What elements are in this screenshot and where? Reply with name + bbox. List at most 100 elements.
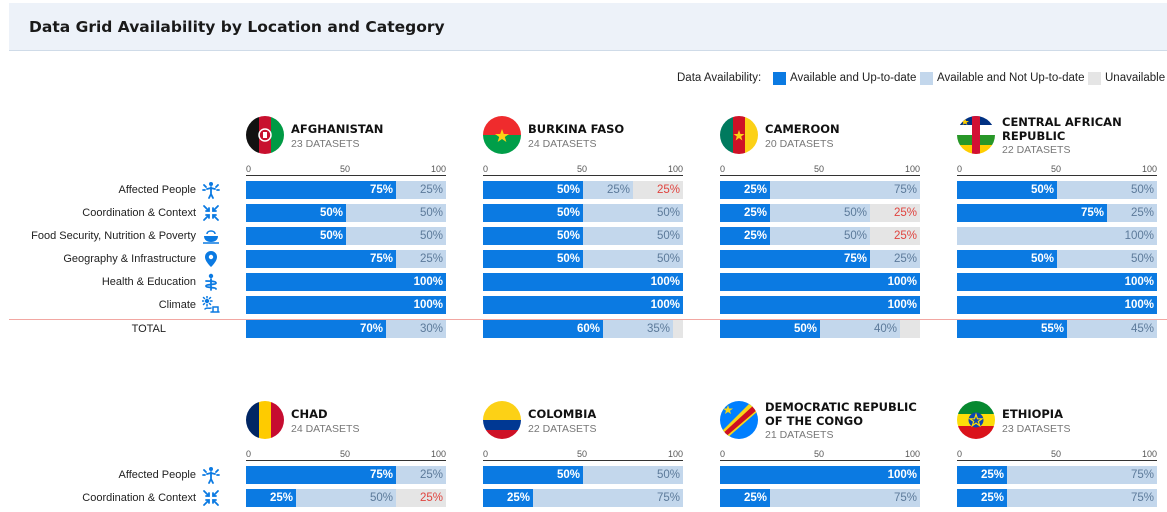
bar-segment-up: 55% [957, 320, 1067, 338]
bar-segment-nu: 50% [346, 227, 446, 245]
bar-cameroon-6: 50% 40% [720, 320, 920, 338]
x-tick-label: 0 [720, 449, 726, 459]
x-tick-label: 0 [246, 164, 252, 174]
dataset-count: 22 DATASETS [528, 422, 597, 435]
row-label-1: Coordination & Context [82, 492, 196, 504]
bar-democratic-republic-of-the-congo-1: 25% 75% [720, 489, 920, 507]
x-tick-label: 100 [430, 449, 446, 459]
x-tick-label: 50 [814, 164, 825, 174]
bar-segment-up: 75% [720, 250, 870, 268]
country-name: ETHIOPIA 23 DATASETS [1002, 407, 1162, 436]
flag-icon-burkina-faso [483, 116, 521, 154]
country-card-democratic-republic-of-the-congo: DEMOCRATIC REPUBLIC OF THE CONGO 21 DATAS… [720, 400, 920, 441]
row-label-0: Affected People [118, 469, 196, 481]
x-axis: 0 50 100 [957, 449, 1157, 461]
bar-burkina-faso-3: 50% 50% [483, 250, 683, 268]
bar-segment-up: 100% [246, 296, 446, 314]
legend-swatch-not-up [920, 72, 933, 85]
bar-segment-up: 100% [720, 296, 920, 314]
bar-cameroon-2: 25% 50% 25% [720, 227, 920, 245]
country-name: CENTRAL AFRICAN REPUBLIC 22 DATASETS [1002, 115, 1162, 158]
bar-burkina-faso-2: 50% 50% [483, 227, 683, 245]
bar-afghanistan-3: 75% 25% [246, 250, 446, 268]
bar-ethiopia-0: 25% 75% [957, 466, 1157, 484]
bar-colombia-1: 25% 75% [483, 489, 683, 507]
country-card-ethiopia: ETHIOPIA 23 DATASETS [957, 401, 1157, 441]
bar-segment-up: 50% [483, 181, 583, 199]
x-axis-line [720, 460, 920, 461]
country-name-text: CHAD [291, 407, 328, 421]
row-label-6: TOTAL [131, 323, 166, 335]
bar-segment-nu: 40% [820, 320, 900, 338]
x-axis-line [483, 460, 683, 461]
country-name-text: CAMEROON [765, 122, 840, 136]
bar-segment-nu: 50% [770, 227, 870, 245]
bar-segment-nu: 25% [870, 250, 920, 268]
x-tick-label: 100 [667, 164, 683, 174]
bar-segment-up: 75% [246, 466, 396, 484]
row-label-4: Health & Education [101, 276, 196, 288]
bar-chad-0: 75% 25% [246, 466, 446, 484]
x-tick-label: 0 [483, 164, 489, 174]
row-label-3: Geography & Infrastructure [63, 253, 196, 265]
bar-afghanistan-0: 75% 25% [246, 181, 446, 199]
bar-segment-nu: 50% [1057, 250, 1157, 268]
legend-swatch-up [773, 72, 786, 85]
bar-cameroon-1: 25% 50% 25% [720, 204, 920, 222]
bar-segment-up: 25% [720, 227, 770, 245]
country-name: CHAD 24 DATASETS [291, 407, 451, 436]
bar-segment-up: 25% [720, 181, 770, 199]
bar-cameroon-5: 100% [720, 296, 920, 314]
bar-segment-up: 50% [483, 204, 583, 222]
legend-item-up: Available and Up-to-date [790, 72, 917, 84]
bar-segment-up: 25% [246, 489, 296, 507]
x-tick-label: 0 [246, 449, 252, 459]
x-axis: 0 50 100 [483, 164, 683, 176]
bar-segment-up: 100% [483, 273, 683, 291]
health-icon [202, 273, 220, 291]
bar-segment-nu: 25% [583, 181, 633, 199]
bar-afghanistan-5: 100% [246, 296, 446, 314]
bar-central-african-republic-2: 100% [957, 227, 1157, 245]
climate-icon [201, 295, 220, 314]
bar-segment-nu: 50% [583, 204, 683, 222]
bar-segment-nu: 45% [1067, 320, 1157, 338]
bar-colombia-0: 50% 50% [483, 466, 683, 484]
bar-segment-up: 50% [246, 204, 346, 222]
x-axis: 0 50 100 [246, 449, 446, 461]
x-tick-label: 0 [957, 164, 963, 174]
country-card-colombia: COLOMBIA 22 DATASETS [483, 401, 683, 441]
dataset-count: 21 DATASETS [765, 429, 834, 441]
bar-segment-nu: 30% [386, 320, 446, 338]
bar-segment-up: 100% [957, 273, 1157, 291]
bar-burkina-faso-6: 60% 35% [483, 320, 683, 338]
country-name-text: CENTRAL AFRICAN REPUBLIC [1002, 115, 1122, 143]
dataset-count: 24 DATASETS [528, 137, 597, 150]
bar-cameroon-3: 75% 25% [720, 250, 920, 268]
bar-segment-nu: 50% [1057, 181, 1157, 199]
location-pin-icon [202, 250, 220, 268]
person-icon [202, 466, 220, 484]
bar-segment-nu: 75% [1007, 466, 1157, 484]
flag-icon-chad [246, 401, 284, 439]
x-tick-label: 50 [340, 449, 351, 459]
bar-segment-nu: 50% [583, 227, 683, 245]
bar-segment-up: 25% [720, 204, 770, 222]
dataset-count: 22 DATASETS [1002, 144, 1071, 156]
bar-central-african-republic-5: 100% [957, 296, 1157, 314]
flag-icon-afghanistan [246, 116, 284, 154]
x-tick-label: 100 [904, 164, 920, 174]
bar-segment-up: 75% [957, 204, 1107, 222]
bar-central-african-republic-1: 75% 25% [957, 204, 1157, 222]
x-tick-label: 100 [904, 449, 920, 459]
x-tick-label: 100 [1141, 449, 1157, 459]
flag-icon-colombia [483, 401, 521, 439]
bar-segment-up: 50% [957, 250, 1057, 268]
bar-chad-1: 25% 50% 25% [246, 489, 446, 507]
bar-segment-ua: 25% [870, 227, 920, 245]
country-card-cameroon: CAMEROON 20 DATASETS [720, 116, 920, 156]
x-axis-line [246, 175, 446, 176]
bar-central-african-republic-6: 55% 45% [957, 320, 1157, 338]
country-name-text: BURKINA FASO [528, 122, 625, 136]
bar-ethiopia-1: 25% 75% [957, 489, 1157, 507]
